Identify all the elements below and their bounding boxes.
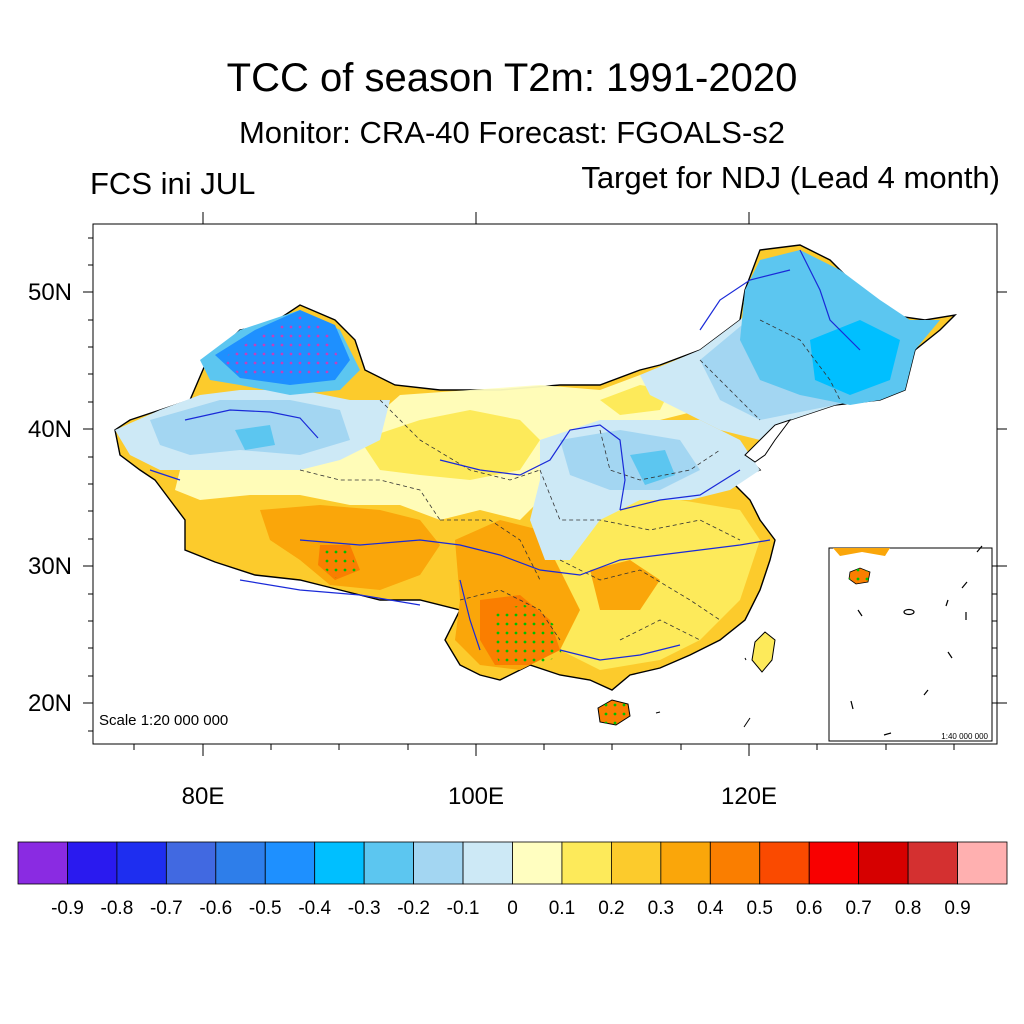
colorbar-swatch	[660, 841, 711, 885]
colorbar-label: -0.3	[348, 898, 381, 919]
colorbar-label: 0.8	[895, 898, 921, 919]
scale-label: Scale 1:20 000 000	[99, 712, 228, 729]
colorbar-swatch	[264, 841, 316, 885]
south-china-sea-inset: 1:40 000 000	[828, 545, 997, 742]
lon-label-120: 120E	[721, 783, 777, 810]
colorbar-label: -0.1	[447, 898, 480, 919]
colorbar-label: 0.7	[845, 898, 871, 919]
colorbar-label: 0.9	[944, 898, 970, 919]
colorbar-label: 0	[507, 898, 518, 919]
colorbar-label: -0.7	[150, 898, 183, 919]
colorbar-label: -0.2	[397, 898, 430, 919]
colorbar-swatch	[413, 841, 464, 885]
colorbar: -0.9 -0.8 -0.7 -0.6 -0.5 -0.4 -0.3 -0.2 -0.1 0 0.1…	[17, 841, 1008, 919]
lat-ticks	[83, 237, 1007, 732]
colorbar-swatch	[165, 841, 217, 885]
colorbar-label: -0.4	[298, 898, 331, 919]
colorbar-swatch	[759, 841, 810, 885]
colorbar-swatch	[709, 841, 761, 885]
colorbar-swatch	[116, 841, 167, 885]
colorbar-swatch	[215, 841, 266, 885]
colorbar-swatch	[907, 841, 958, 885]
colorbar-swatch	[957, 841, 1008, 885]
colorbar-swatch	[363, 841, 414, 885]
map-title: TCC of season T2m: 1991-2020	[226, 56, 798, 100]
colorbar-label: -0.6	[199, 898, 232, 919]
lat-label-20: 20N	[28, 690, 72, 717]
colorbar-swatch	[858, 841, 909, 885]
colorbar-label: -0.8	[101, 898, 134, 919]
map-subtitle: Monitor: CRA-40 Forecast: FGOALS-s2	[238, 115, 786, 150]
lat-label-50: 50N	[28, 279, 72, 306]
colorbar-label: 0.6	[796, 898, 822, 919]
colorbar-label: -0.9	[51, 898, 84, 919]
colorbar-swatch	[561, 841, 612, 885]
colorbar-swatch	[67, 841, 118, 885]
colorbar-swatch	[462, 841, 513, 885]
colorbar-label: 0.4	[697, 898, 724, 919]
colorbar-label: 0.2	[598, 898, 624, 919]
colorbar-label: 0.5	[747, 898, 773, 919]
colorbar-swatch	[17, 841, 68, 885]
lat-label-40: 40N	[28, 416, 72, 443]
colorbar-swatch	[808, 841, 860, 885]
colorbar-label: -0.5	[249, 898, 282, 919]
china-map	[114, 244, 958, 728]
colorbar-label: 0.3	[648, 898, 674, 919]
target-label: Target for NDJ (Lead 4 month)	[581, 160, 1000, 195]
lon-label-80: 80E	[182, 783, 225, 810]
init-label: FCS ini JUL	[90, 166, 256, 201]
lat-label-30: 30N	[28, 553, 72, 580]
lon-ticks	[133, 212, 955, 756]
colorbar-swatch	[314, 841, 365, 885]
colorbar-label: 0.1	[549, 898, 575, 919]
colorbar-swatch	[512, 841, 563, 885]
taiwan	[751, 631, 776, 673]
inset-scale-label: 1:40 000 000	[941, 732, 988, 741]
colorbar-swatch	[611, 841, 662, 885]
lon-label-100: 100E	[448, 783, 504, 810]
